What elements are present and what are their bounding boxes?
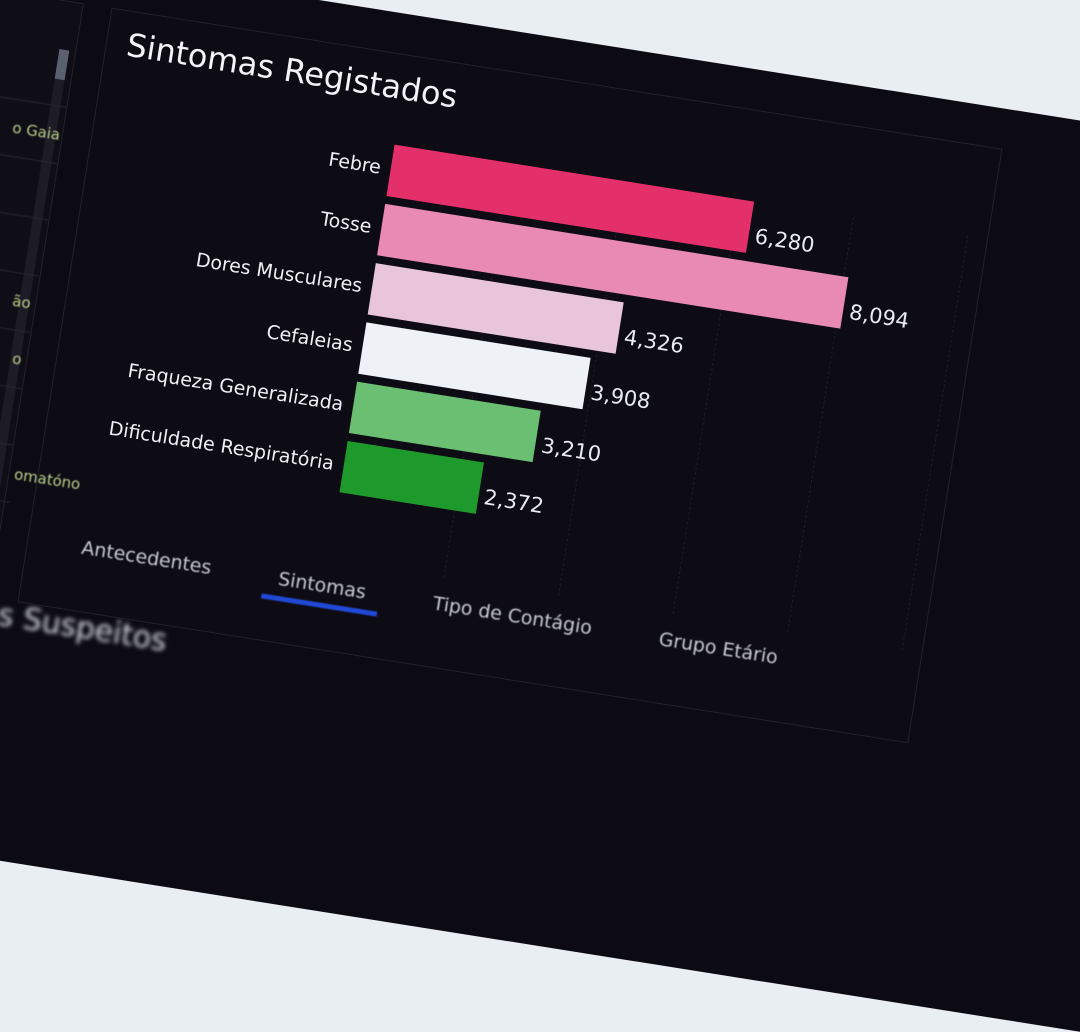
- data-label: 3,210: [539, 433, 603, 467]
- category-label: Febre: [326, 148, 383, 179]
- category-label: Dificuldade Respiratória: [107, 417, 336, 475]
- category-label: Dores Musculares: [194, 249, 364, 298]
- category-label: Fraqueza Generalizada: [126, 359, 345, 416]
- data-label: 3,908: [589, 380, 653, 414]
- gridline: [901, 235, 969, 651]
- category-label: Cefaleias: [264, 321, 355, 357]
- data-label: 2,372: [482, 485, 546, 519]
- bar[interactable]: [339, 440, 484, 514]
- data-label: 8,094: [847, 299, 911, 334]
- data-label: 6,280: [753, 224, 817, 258]
- data-label: 4,326: [622, 325, 686, 359]
- tab-sintomas[interactable]: Sintomas: [261, 559, 383, 617]
- page-title: Sintomas Registados: [123, 25, 461, 116]
- category-label: Tosse: [318, 208, 374, 238]
